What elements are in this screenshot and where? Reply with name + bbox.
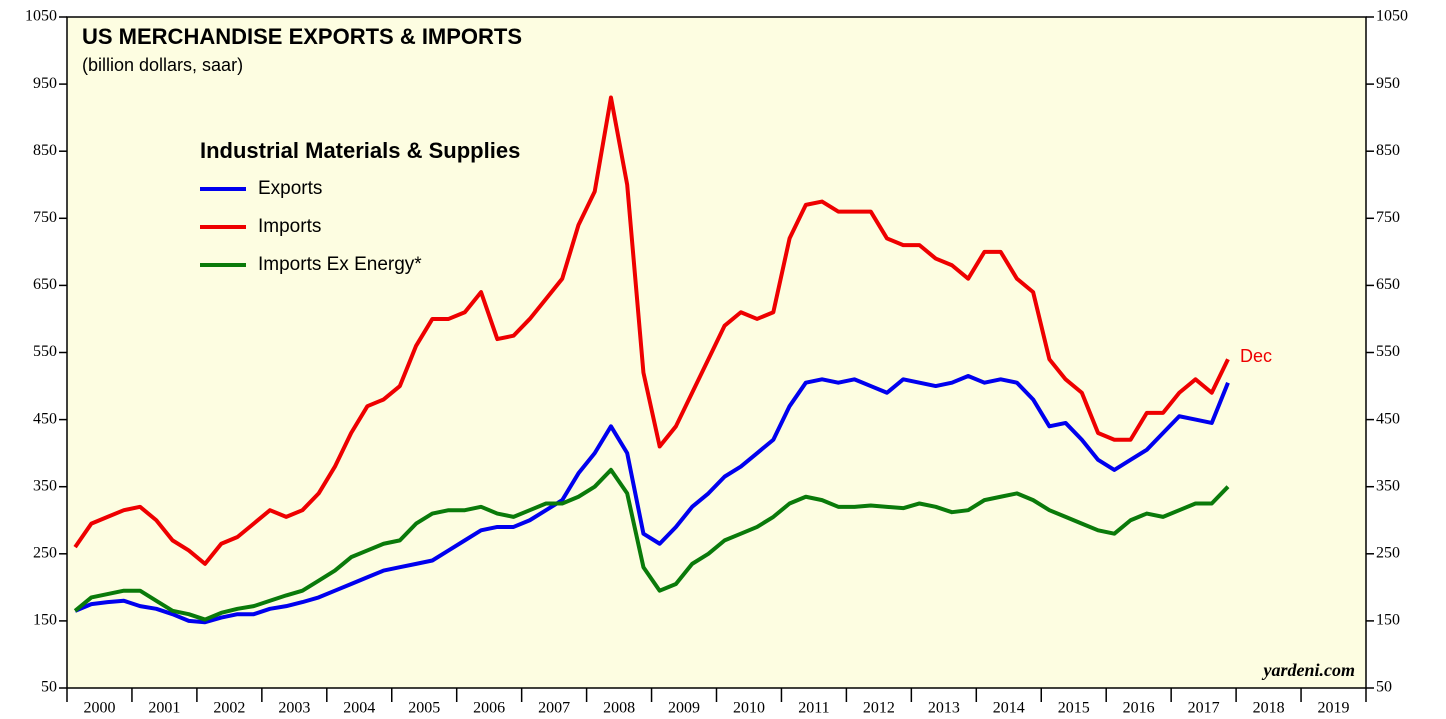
y-tick-label: 950 xyxy=(33,75,57,92)
y-tick-label: 350 xyxy=(33,477,57,494)
y-tick-label: 250 xyxy=(33,544,57,561)
x-tick-label: 2002 xyxy=(213,700,245,717)
x-tick-label: 2011 xyxy=(798,700,829,717)
chart-title: US MERCHANDISE EXPORTS & IMPORTS xyxy=(82,24,522,49)
x-tick-label: 2012 xyxy=(863,700,895,717)
x-tick-label: 2014 xyxy=(993,700,1025,717)
x-tick-label: 2018 xyxy=(1253,700,1285,717)
x-tick-label: 2019 xyxy=(1318,700,1350,717)
x-tick-label: 2017 xyxy=(1188,700,1220,717)
y2-tick-label: 650 xyxy=(1376,276,1400,293)
y2-tick-label: 50 xyxy=(1376,679,1392,696)
y2-tick-label: 850 xyxy=(1376,142,1400,159)
x-tick-label: 2010 xyxy=(733,700,765,717)
y2-tick-label: 150 xyxy=(1376,612,1400,629)
y2-tick-label: 1050 xyxy=(1376,8,1408,25)
x-tick-label: 2005 xyxy=(408,700,440,717)
legend-label: Imports xyxy=(258,216,321,237)
source-credit: yardeni.com xyxy=(1262,660,1356,680)
y2-tick-label: 750 xyxy=(1376,209,1400,226)
x-tick-label: 2008 xyxy=(603,700,635,717)
y-tick-label: 750 xyxy=(33,209,57,226)
x-tick-label: 2015 xyxy=(1058,700,1090,717)
y2-tick-label: 950 xyxy=(1376,75,1400,92)
x-tick-label: 2007 xyxy=(538,700,570,717)
series-line xyxy=(74,373,1230,625)
y2-tick-label: 550 xyxy=(1376,343,1400,360)
annotation: Dec xyxy=(1240,346,1272,366)
plot-area xyxy=(66,16,1367,689)
chart-subtitle: (billion dollars, saar) xyxy=(82,55,243,75)
y-tick-label: 650 xyxy=(33,276,57,293)
y2-tick-label: 450 xyxy=(1376,410,1400,427)
y-tick-label: 450 xyxy=(33,410,57,427)
x-tick-label: 2013 xyxy=(928,700,960,717)
x-tick-label: 2001 xyxy=(148,700,180,717)
x-tick-label: 2016 xyxy=(1123,700,1155,717)
legend-title: Industrial Materials & Supplies xyxy=(200,138,520,163)
x-tick-label: 2004 xyxy=(343,700,375,717)
y-tick-label: 1050 xyxy=(25,8,57,25)
x-tick-label: 2003 xyxy=(278,700,310,717)
x-tick-label: 2000 xyxy=(83,700,115,717)
x-tick-label: 2009 xyxy=(668,700,700,717)
y-tick-label: 850 xyxy=(33,142,57,159)
y2-tick-label: 250 xyxy=(1376,544,1400,561)
legend-label: Exports xyxy=(258,178,322,199)
series-line xyxy=(73,467,1230,622)
y-tick-label: 50 xyxy=(41,679,57,696)
y-tick-label: 150 xyxy=(33,612,57,629)
y2-tick-label: 350 xyxy=(1376,477,1400,494)
x-tick-label: 2006 xyxy=(473,700,505,717)
y-tick-label: 550 xyxy=(33,343,57,360)
series-line xyxy=(73,95,1230,566)
legend-label: Imports Ex Energy* xyxy=(258,254,422,275)
